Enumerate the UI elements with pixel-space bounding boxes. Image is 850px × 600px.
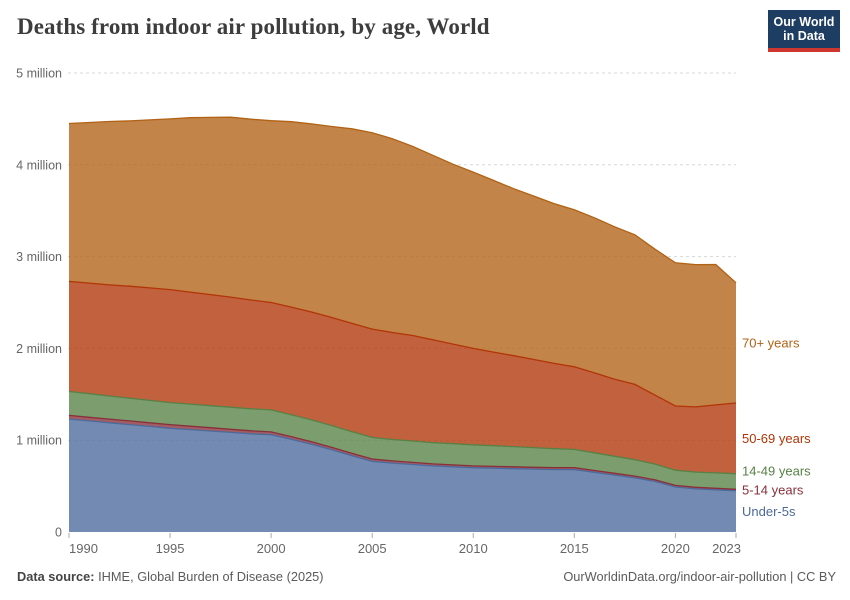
page-title: Deaths from indoor air pollution, by age… — [17, 14, 490, 39]
x-axis-label-2015: 2015 — [560, 541, 589, 556]
data-source-note: Data source: IHME, Global Burden of Dise… — [17, 569, 324, 584]
owid-logo-line2: in Data — [783, 29, 825, 43]
line-14-49-years — [68, 390, 737, 475]
area-under-5s[interactable] — [69, 419, 736, 532]
chart-footer: Data source: IHME, Global Burden of Dise… — [17, 569, 836, 584]
area-5-14-years[interactable] — [69, 415, 736, 491]
y-axis-label-4-million: 4 million — [16, 158, 62, 172]
x-axis-label-1990: 1990 — [69, 541, 98, 556]
y-axis-label-2-million: 2 million — [16, 342, 62, 356]
legend-label-5-14-years[interactable]: 5-14 years — [742, 483, 804, 498]
line-70-years — [68, 116, 737, 284]
legend-label-under-5s[interactable]: Under-5s — [742, 504, 796, 519]
legend-label-50-69-years[interactable]: 50-69 years — [742, 431, 811, 446]
x-axis-label-2000: 2000 — [257, 541, 286, 556]
x-axis-label-2010: 2010 — [459, 541, 488, 556]
area-50-69-years[interactable] — [69, 281, 736, 474]
y-axis-label-0: 0 — [55, 526, 62, 540]
y-axis-label-1-million: 1 million — [16, 434, 62, 448]
legend-label-14-49-years[interactable]: 14-49 years — [742, 464, 811, 479]
owid-logo-line1: Our World — [773, 14, 835, 29]
legend-label-70-years[interactable]: 70+ years — [742, 335, 800, 350]
line-under-5s — [68, 418, 737, 492]
area-70-years[interactable] — [69, 117, 736, 407]
data-source-value: IHME, Global Burden of Disease (2025) — [94, 569, 324, 584]
x-axis-label-2023: 2023 — [712, 541, 741, 556]
owid-logo[interactable]: Our World in Data — [768, 10, 840, 52]
data-source-label: Data source: — [17, 569, 95, 584]
line-50-69-years — [68, 280, 737, 408]
x-axis-label-2020: 2020 — [661, 541, 690, 556]
x-axis-label-2005: 2005 — [358, 541, 387, 556]
y-axis-label-5-million: 5 million — [16, 67, 62, 81]
line-5-14-years — [68, 414, 737, 490]
owid-url-license[interactable]: OurWorldinData.org/indoor-air-pollution … — [563, 569, 836, 584]
y-axis-label-3-million: 3 million — [16, 250, 62, 264]
x-axis-label-1995: 1995 — [156, 541, 185, 556]
